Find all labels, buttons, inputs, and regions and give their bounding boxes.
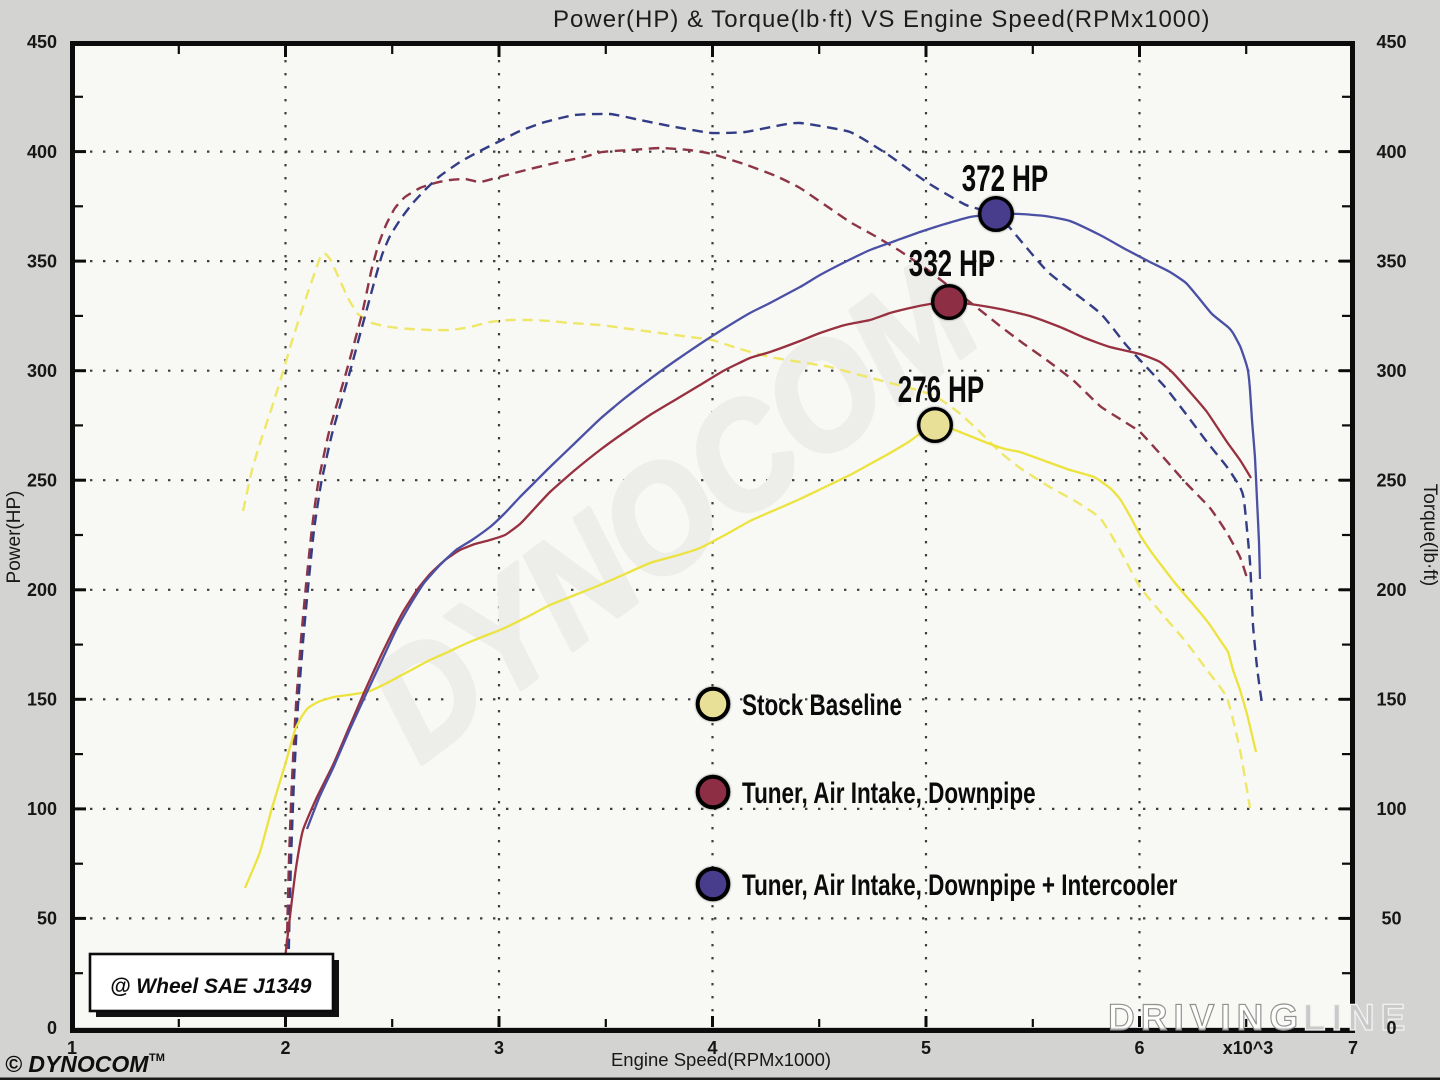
svg-text:150: 150 (27, 690, 57, 710)
svg-text:150: 150 (1376, 690, 1406, 710)
svg-text:LINE: LINE (1303, 997, 1411, 1038)
svg-text:x10^3: x10^3 (1223, 1038, 1274, 1058)
svg-text:332 HP: 332 HP (909, 242, 995, 284)
svg-text:Torque(lb·ft): Torque(lb·ft) (1419, 484, 1440, 586)
svg-text:50: 50 (37, 909, 57, 929)
svg-text:7: 7 (1348, 1038, 1358, 1058)
svg-text:300: 300 (1376, 361, 1406, 381)
svg-text:400: 400 (27, 142, 57, 162)
svg-text:5: 5 (921, 1038, 931, 1058)
svg-text:400: 400 (1376, 142, 1406, 162)
svg-text:276 HP: 276 HP (898, 368, 984, 410)
svg-text:350: 350 (1376, 251, 1406, 271)
svg-text:© DYNOCOM: © DYNOCOM (5, 1051, 149, 1077)
svg-text:200: 200 (1376, 580, 1406, 600)
svg-text:2: 2 (280, 1038, 290, 1058)
svg-text:TM: TM (149, 1052, 165, 1064)
svg-text:200: 200 (27, 580, 57, 600)
svg-text:50: 50 (1381, 909, 1401, 929)
svg-text:100: 100 (1376, 799, 1406, 819)
svg-text:250: 250 (27, 470, 57, 490)
svg-text:372 HP: 372 HP (962, 157, 1048, 199)
svg-text:DRIVING: DRIVING (1108, 997, 1304, 1038)
svg-text:0: 0 (47, 1018, 57, 1038)
svg-text:4: 4 (707, 1038, 717, 1058)
svg-text:100: 100 (27, 799, 57, 819)
svg-text:Power(HP): Power(HP) (4, 491, 25, 584)
svg-text:Engine Speed(RPMx1000): Engine Speed(RPMx1000) (611, 1049, 831, 1070)
svg-text:450: 450 (1376, 32, 1406, 52)
svg-text:Tuner, Air Intake, Downpipe: Tuner, Air Intake, Downpipe (742, 776, 1036, 810)
svg-text:Power(HP) & Torque(lb·ft) VS E: Power(HP) & Torque(lb·ft) VS Engine Spee… (553, 6, 1211, 33)
svg-text:Tuner, Air Intake, Downpipe +: Tuner, Air Intake, Downpipe + Intercoole… (742, 868, 1177, 902)
svg-text:6: 6 (1134, 1038, 1144, 1058)
svg-text:Stock Baseline: Stock Baseline (742, 688, 902, 722)
svg-text:3: 3 (494, 1038, 504, 1058)
svg-text:450: 450 (27, 32, 57, 52)
svg-text:250: 250 (1376, 470, 1406, 490)
svg-text:0: 0 (1386, 1018, 1396, 1038)
svg-text:1: 1 (67, 1038, 77, 1058)
svg-text:350: 350 (27, 251, 57, 271)
svg-text:300: 300 (27, 361, 57, 381)
svg-text:@ Wheel SAE J1349: @ Wheel SAE J1349 (110, 975, 312, 998)
